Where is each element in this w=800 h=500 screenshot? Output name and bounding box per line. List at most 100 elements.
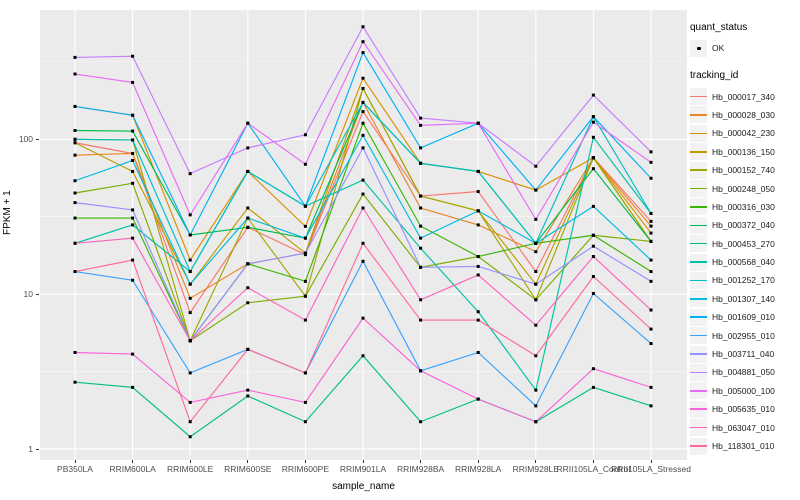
legend-entry-Hb_001252_170: Hb_001252_170 <box>690 271 800 289</box>
legend-entry-Hb_063047_010: Hb_063047_010 <box>690 418 800 437</box>
data-point <box>591 244 595 248</box>
legend-entry-Hb_005000_100: Hb_005000_100 <box>690 382 800 400</box>
data-point <box>476 169 480 173</box>
data-point <box>131 352 135 356</box>
data-point <box>591 135 595 139</box>
data-point <box>73 380 77 384</box>
data-point <box>534 323 538 327</box>
data-point <box>419 236 423 240</box>
data-point <box>131 158 135 162</box>
data-point <box>534 270 538 274</box>
data-point <box>534 217 538 221</box>
legend-entry-label: Hb_000453_270 <box>712 238 775 249</box>
legend-entry-label: Hb_005000_100 <box>712 385 775 396</box>
x-tick-mark <box>189 460 191 463</box>
legend-key-line-icon <box>690 426 707 429</box>
x-tick-label: RRIM600SE <box>224 464 272 474</box>
legend-key-box <box>690 345 707 363</box>
legend-key-line-icon <box>690 298 707 300</box>
data-point <box>591 120 595 124</box>
data-point <box>591 255 595 259</box>
data-point <box>419 369 423 373</box>
data-point <box>591 115 595 119</box>
data-point <box>534 354 538 358</box>
legend-entry-label: Hb_001609_010 <box>712 312 775 323</box>
legend-entry-label: Hb_000568_040 <box>712 257 775 268</box>
data-point <box>73 201 77 205</box>
x-tick-label: RRIM928LA <box>455 464 502 474</box>
legend-key-line-icon <box>690 187 707 190</box>
data-point <box>649 327 653 331</box>
data-point <box>188 435 192 439</box>
data-point <box>361 86 365 90</box>
data-point <box>476 190 480 194</box>
y-axis-title: FPKM + 1 <box>2 190 13 235</box>
legend-entry-label: Hb_005635_010 <box>712 404 775 415</box>
legend-entry-label: Hb_000152_740 <box>712 165 775 176</box>
data-point <box>131 216 135 220</box>
x-axis-title: sample_name <box>332 481 395 492</box>
legend-key-box <box>690 308 707 326</box>
x-tick-mark <box>304 460 306 463</box>
data-point <box>131 113 135 117</box>
data-point <box>419 224 423 228</box>
data-point <box>73 137 77 141</box>
data-point <box>649 219 653 223</box>
x-tick-label: RRIM901LA <box>339 464 387 474</box>
legend-key-line-icon <box>690 114 707 116</box>
data-point <box>131 258 135 262</box>
x-tick-mark <box>362 460 364 463</box>
data-point <box>131 278 135 282</box>
data-point <box>188 371 192 375</box>
legend-key-line-icon <box>690 132 707 135</box>
data-point <box>534 241 538 245</box>
legend-entry-label: Hb_001252_170 <box>712 275 775 286</box>
legend-key-box <box>690 253 707 271</box>
x-tick-label: RRIM600LE <box>167 464 214 474</box>
data-point <box>591 233 595 237</box>
legend-key-box <box>690 327 707 345</box>
data-point <box>419 123 423 127</box>
legend-entry-label: Hb_003711_040 <box>712 349 775 360</box>
data-point <box>303 224 307 228</box>
data-point <box>361 110 365 114</box>
data-point <box>246 225 250 229</box>
legend-key-box <box>690 235 707 253</box>
data-point <box>73 191 77 195</box>
data-point <box>303 279 307 283</box>
data-point <box>131 181 135 185</box>
plot-panel <box>40 10 687 460</box>
data-point <box>534 188 538 192</box>
data-point <box>131 208 135 212</box>
legend-entry-label: Hb_000372_040 <box>712 220 775 231</box>
data-point <box>476 209 480 213</box>
legend-entry-label: Hb_004881_050 <box>712 367 775 378</box>
data-point <box>534 420 538 424</box>
data-point <box>246 216 250 220</box>
data-point <box>591 167 595 171</box>
data-point <box>73 216 77 220</box>
data-point <box>649 279 653 283</box>
data-point <box>303 371 307 375</box>
data-point <box>131 54 135 58</box>
data-point <box>73 153 77 157</box>
legend-key-line-icon <box>690 261 707 263</box>
data-point <box>188 339 192 343</box>
legend-key-box <box>690 419 707 437</box>
legend-entry-Hb_004881_050: Hb_004881_050 <box>690 363 800 381</box>
data-point <box>188 420 192 424</box>
data-point <box>419 246 423 250</box>
data-point <box>73 128 77 132</box>
x-tick-mark <box>535 460 537 463</box>
legend-entry-label: Hb_000028_030 <box>712 109 775 120</box>
legend-key-box <box>690 216 707 234</box>
data-point <box>73 241 77 245</box>
legend-entry-Hb_000453_270: Hb_000453_270 <box>690 235 800 253</box>
legend-key-line-icon <box>690 445 707 447</box>
legend-entry-Hb_000152_740: Hb_000152_740 <box>690 161 800 179</box>
legend-entry-Hb_000316_030: Hb_000316_030 <box>690 198 800 216</box>
data-point <box>73 55 77 59</box>
data-point <box>591 275 595 279</box>
x-tick-mark <box>132 460 134 463</box>
data-point <box>591 93 595 97</box>
